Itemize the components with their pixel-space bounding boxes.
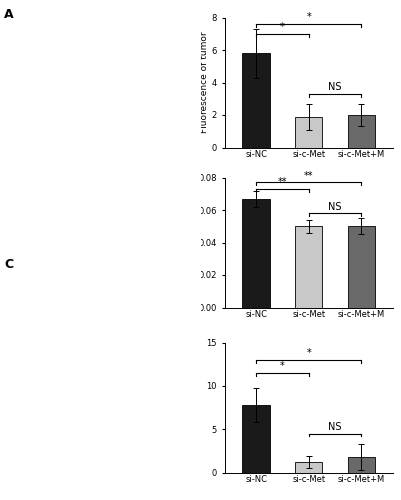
Text: A: A	[4, 8, 14, 20]
Y-axis label: Ratio of liver:body weight: Ratio of liver:body weight	[186, 184, 196, 300]
Text: *: *	[280, 362, 285, 372]
Text: NS: NS	[328, 202, 342, 211]
Text: C: C	[4, 258, 13, 270]
Text: *: *	[280, 22, 285, 32]
Text: **: **	[304, 171, 314, 181]
Text: D: D	[188, 162, 198, 175]
Text: *: *	[306, 12, 311, 22]
Bar	[243, 53, 270, 148]
Bar	[243, 198, 270, 308]
Bar	[348, 115, 375, 148]
Bar	[295, 462, 322, 472]
Bar	[348, 457, 375, 472]
Y-axis label: Volume of tumor: Volume of tumor	[194, 370, 204, 445]
Y-axis label: Fluorescence of tumor: Fluorescence of tumor	[200, 32, 209, 134]
Bar	[295, 116, 322, 148]
Text: B: B	[188, 2, 197, 15]
Text: *: *	[306, 348, 311, 358]
Text: NS: NS	[328, 82, 342, 92]
Bar	[295, 226, 322, 308]
Bar	[348, 226, 375, 308]
Bar	[243, 405, 270, 472]
Text: **: **	[278, 178, 287, 188]
Text: NS: NS	[328, 422, 342, 432]
Text: E: E	[188, 327, 196, 340]
